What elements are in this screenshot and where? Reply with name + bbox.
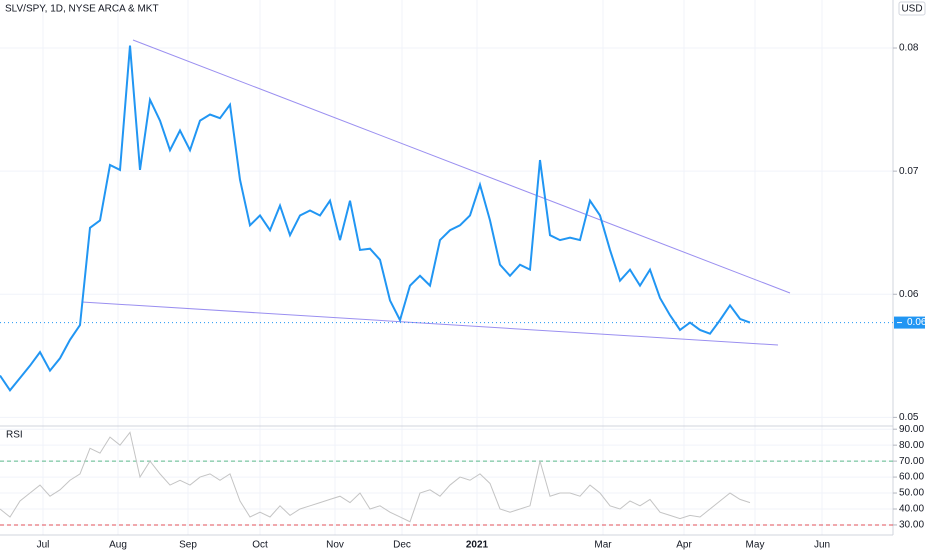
currency-badge xyxy=(898,1,926,16)
y-tick-label: 0.08 xyxy=(899,43,919,54)
x-tick-label: May xyxy=(746,540,765,550)
y-tick-label: 30.00 xyxy=(899,520,924,531)
x-tick-label: Jul xyxy=(37,540,50,550)
y-tick-label: 0.06 xyxy=(899,289,919,300)
series-line xyxy=(0,431,751,523)
y-tick-label: 90.00 xyxy=(899,424,924,435)
x-tick-label: Mar xyxy=(594,540,612,550)
pane-title: RSI xyxy=(6,430,23,441)
y-tick-label: 0.05 xyxy=(899,412,919,423)
x-tick-label: Sep xyxy=(179,540,197,550)
y-tick-label: 50.00 xyxy=(899,488,924,499)
trend-line xyxy=(81,301,779,346)
x-tick-label: Oct xyxy=(252,540,268,550)
last-price-badge xyxy=(894,316,925,329)
y-tick-label: 0.07 xyxy=(899,166,919,177)
x-tick-label: Apr xyxy=(676,540,692,550)
x-tick-label: Dec xyxy=(393,540,411,550)
x-tick-label: Jun xyxy=(814,540,830,550)
y-tick-label: 40.00 xyxy=(899,504,924,515)
last-price-label: 0.06 xyxy=(907,317,927,328)
y-tick-label: 70.00 xyxy=(899,456,924,467)
currency: USD xyxy=(901,4,922,15)
x-tick-label: Aug xyxy=(109,540,127,550)
series-line xyxy=(0,45,751,392)
y-tick-label: 60.00 xyxy=(899,472,924,483)
x-tick-label: 2021 xyxy=(466,540,489,550)
y-tick-label: 80.00 xyxy=(899,440,924,451)
grid xyxy=(0,0,893,535)
chart-title: SLV/SPY, 1D, NYSE ARCA & MKT xyxy=(5,4,159,15)
x-tick-label: Nov xyxy=(326,540,344,550)
trend-line xyxy=(132,39,791,294)
